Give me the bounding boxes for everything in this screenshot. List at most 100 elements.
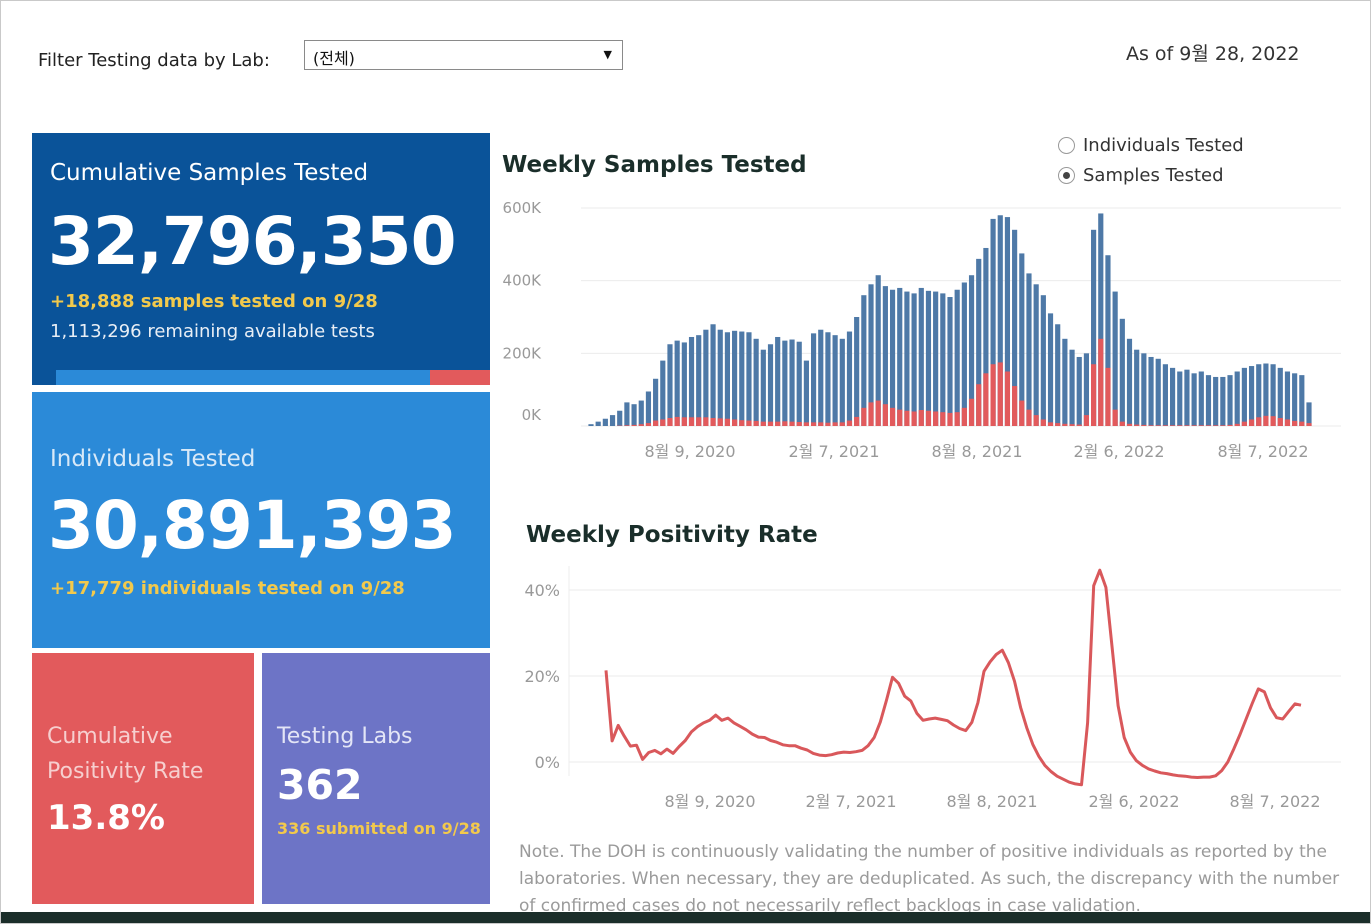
samples-bar — [897, 287, 903, 426]
samples-bar — [667, 344, 673, 426]
x-tick-label: 8월 7, 2022 — [1229, 792, 1320, 811]
positives-bar — [810, 422, 817, 426]
samples-bar — [1098, 213, 1104, 426]
radio-selected-icon[interactable] — [1058, 167, 1075, 184]
samples-bar — [968, 275, 975, 426]
positives-bar — [1213, 425, 1219, 426]
y-tick-label: 0% — [535, 753, 560, 772]
positives-bar — [882, 404, 888, 426]
samples-bar — [1227, 375, 1233, 426]
samples-bar — [1069, 349, 1075, 426]
samples-bar — [732, 330, 738, 426]
radio-individuals-tested[interactable]: Individuals Tested — [1058, 135, 1244, 156]
weekly-positivity-title: Weekly Positivity Rate — [526, 522, 818, 548]
positives-bar — [976, 384, 982, 426]
positives-bar — [1177, 425, 1183, 426]
samples-bar — [674, 340, 680, 426]
samples-bar — [1033, 284, 1039, 426]
footer-bar — [1, 912, 1370, 923]
samples-bar — [1026, 273, 1032, 426]
samples-bar — [595, 421, 601, 426]
positives-bar — [925, 410, 932, 426]
positives-bar — [674, 416, 680, 426]
samples-bar — [602, 418, 608, 426]
samples-bar — [1205, 375, 1212, 426]
positives-bar — [1134, 424, 1140, 426]
samples-bar — [1292, 373, 1298, 426]
positives-bar — [696, 417, 702, 426]
cumulative-samples-card: Cumulative Samples Tested 32,796,350 +18… — [32, 133, 490, 385]
samples-bar — [997, 215, 1003, 426]
x-tick-label: 8월 8, 2021 — [931, 442, 1022, 461]
samples-bar — [947, 297, 953, 426]
positives-bar — [897, 409, 903, 426]
positives-bar — [1105, 367, 1111, 426]
positives-bar — [1148, 425, 1154, 426]
positives-bar — [767, 421, 774, 426]
positives-bar — [782, 421, 788, 426]
samples-bar — [854, 317, 860, 426]
samples-bar — [645, 391, 652, 426]
samples-bar — [889, 289, 896, 426]
positives-bar — [940, 412, 946, 426]
samples-bar — [789, 339, 795, 426]
x-tick-label: 2월 7, 2021 — [805, 792, 896, 811]
samples-bar — [609, 415, 616, 426]
positives-bar — [1184, 425, 1190, 426]
samples-bar — [1284, 371, 1291, 426]
positives-bar — [653, 420, 659, 426]
lab-filter-dropdown[interactable]: (전체) ▼ — [304, 40, 623, 70]
samples-bar — [904, 291, 910, 426]
x-tick-label: 2월 7, 2021 — [788, 442, 879, 461]
samples-bar — [1155, 358, 1161, 426]
samples-bar — [1134, 349, 1140, 426]
positives-bar — [861, 407, 867, 426]
samples-bar — [839, 338, 845, 426]
samples-bar — [760, 349, 766, 426]
positives-bar — [1091, 364, 1097, 426]
positives-bar — [1004, 371, 1011, 426]
samples-bar — [882, 286, 888, 426]
positives-bar — [717, 418, 723, 426]
samples-bar — [617, 410, 623, 426]
samples-bar — [1055, 324, 1061, 426]
testing-labs-value: 362 — [277, 761, 363, 809]
radio-samples-tested[interactable]: Samples Tested — [1058, 165, 1224, 186]
positives-bar — [1098, 338, 1104, 426]
samples-bar — [688, 336, 695, 426]
positives-bar — [1256, 417, 1262, 426]
samples-bar — [918, 287, 924, 426]
positives-bar — [1162, 425, 1168, 426]
radio-button-icon[interactable] — [1058, 137, 1075, 154]
positives-bar — [1083, 415, 1090, 426]
positives-bar — [1112, 409, 1118, 426]
positives-bar — [904, 410, 910, 426]
samples-bar — [1306, 402, 1312, 426]
samples-bar — [1148, 356, 1154, 426]
positives-bar — [760, 421, 766, 426]
samples-bar — [911, 293, 917, 426]
samples-bar — [818, 329, 824, 426]
positives-bar — [1155, 425, 1161, 426]
samples-bar — [1047, 313, 1054, 426]
samples-bar — [739, 331, 745, 426]
chevron-down-icon[interactable]: ▼ — [603, 48, 612, 61]
y-tick-label: 0K — [522, 406, 543, 424]
samples-today: +18,888 samples tested on 9/28 — [50, 291, 378, 312]
positives-bar — [918, 410, 924, 426]
samples-bar — [1191, 373, 1197, 426]
samples-bar — [753, 338, 759, 426]
as-of-date: As of 9월 28, 2022 — [1126, 43, 1300, 65]
samples-bar — [1040, 295, 1046, 426]
positives-bar — [710, 418, 716, 426]
positives-bar — [889, 407, 896, 426]
positives-bar — [645, 423, 652, 426]
samples-bar — [1169, 367, 1176, 426]
samples-bar — [861, 295, 867, 426]
testing-labs-title: Testing Labs — [277, 724, 413, 749]
positives-bar — [1220, 425, 1226, 426]
positives-bar — [839, 422, 845, 426]
positives-bar — [911, 411, 917, 426]
positives-bar — [775, 421, 781, 426]
